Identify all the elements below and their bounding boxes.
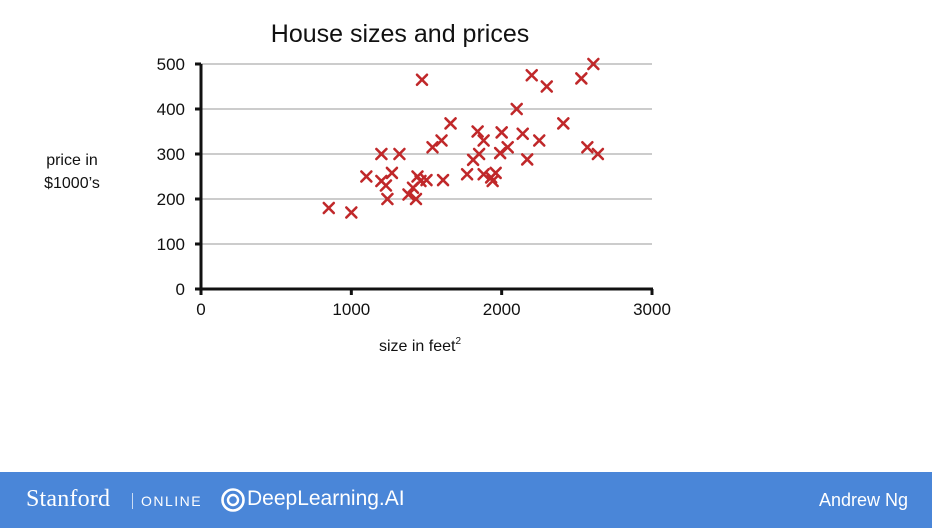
- chart-title: House sizes and prices: [271, 20, 529, 48]
- gridlines: [201, 63, 652, 245]
- data-point: [495, 126, 508, 139]
- author-name: Andrew Ng: [818, 490, 908, 510]
- y-axis-ticks: 0 100 200 300 400 500: [157, 55, 201, 299]
- data-point: [381, 192, 394, 206]
- data-point: [393, 147, 406, 161]
- data-point: [420, 173, 433, 187]
- data-point: [489, 166, 502, 180]
- x-tick-label: 3000: [633, 300, 671, 319]
- data-point: [322, 201, 336, 215]
- data-point: [591, 147, 605, 161]
- data-point: [477, 134, 490, 147]
- y-tick-label: 400: [157, 100, 185, 119]
- deeplearning-ai-logo-icon: [221, 488, 245, 512]
- x-axis-ticks: 0 1000 2000 3000: [196, 289, 671, 319]
- data-point: [379, 179, 393, 192]
- data-point: [486, 174, 499, 188]
- data-point: [557, 117, 570, 130]
- y-tick-label: 0: [176, 280, 185, 299]
- data-point: [575, 72, 588, 85]
- data-point: [587, 57, 600, 71]
- stanford-online-text: ONLINE: [132, 493, 202, 509]
- data-point: [501, 140, 514, 154]
- data-point: [375, 147, 388, 161]
- data-point: [520, 153, 534, 166]
- y-axis-label-line-2: $1000’s: [44, 175, 100, 192]
- y-tick-label: 200: [157, 190, 185, 209]
- data-point: [435, 134, 448, 147]
- data-point: [460, 167, 474, 181]
- data-point: [426, 140, 439, 154]
- deeplearning-ai-text: DeepLearning.AI: [247, 487, 405, 510]
- axes: [199, 64, 653, 292]
- x-tick-label: 2000: [483, 300, 521, 319]
- data-point: [402, 188, 415, 201]
- data-point: [415, 73, 429, 87]
- data-point: [360, 170, 373, 183]
- scatter-chart: House sizes and prices 0100200300400500 …: [44, 20, 671, 355]
- y-tick-label: 300: [157, 145, 185, 164]
- data-point: [385, 166, 399, 180]
- stanford-logo-text: Stanford: [26, 486, 111, 512]
- data-point: [436, 173, 450, 187]
- footer-bar: Stanford ONLINE DeepLearning.AI Andrew N…: [0, 472, 932, 528]
- x-tick-label: 0: [196, 300, 205, 319]
- data-point: [345, 206, 358, 219]
- data-point: [471, 125, 484, 138]
- y-tick-label: 100: [157, 235, 185, 254]
- x-axis-label-superscript: 2: [455, 336, 461, 347]
- data-points: [322, 57, 605, 219]
- x-axis-label: size in feet2: [379, 336, 461, 355]
- data-point: [477, 167, 490, 181]
- data-point: [516, 127, 530, 141]
- data-point: [540, 80, 554, 93]
- data-point: [581, 140, 594, 154]
- data-point: [510, 102, 524, 116]
- data-point: [472, 147, 486, 161]
- data-point: [409, 192, 423, 206]
- data-point: [525, 68, 539, 82]
- data-point: [532, 134, 546, 147]
- y-axis-label-line-1: price in: [46, 152, 98, 169]
- y-tick-label: 500: [157, 55, 185, 74]
- data-point: [444, 117, 457, 130]
- x-axis-label-text: size in feet: [379, 338, 456, 355]
- x-tick-label: 1000: [332, 300, 370, 319]
